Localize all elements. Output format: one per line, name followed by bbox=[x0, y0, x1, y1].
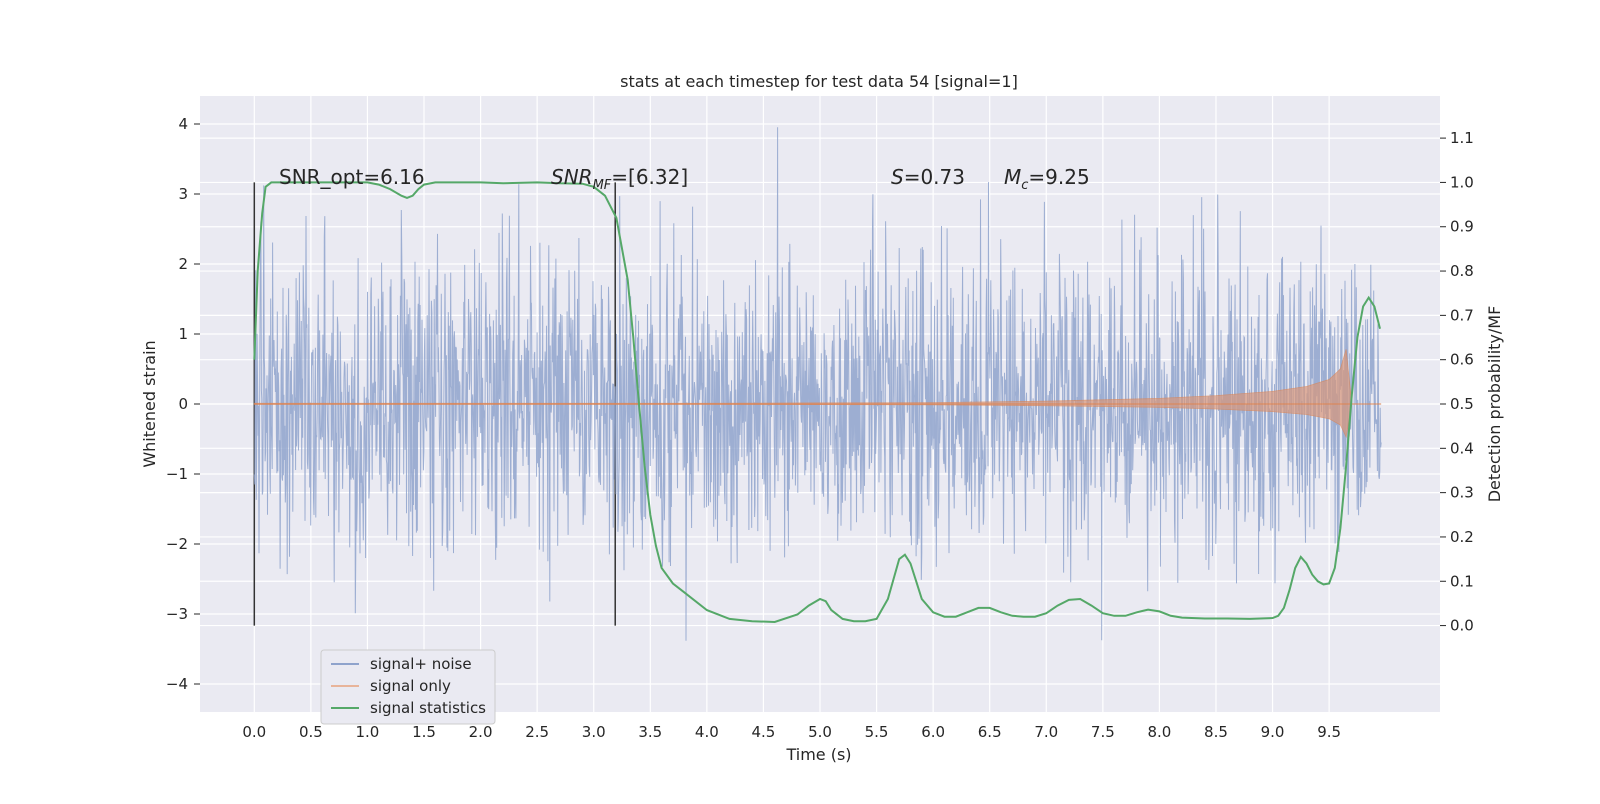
mc-prefix: M bbox=[1004, 165, 1021, 189]
y-right-tick-label: 1.1 bbox=[1450, 129, 1474, 147]
mc-sub: c bbox=[1021, 178, 1028, 193]
snr-mf-sub: MF bbox=[593, 178, 612, 193]
y-right-tick-label: 0.0 bbox=[1450, 617, 1474, 635]
x-tick-label: 9.5 bbox=[1317, 723, 1341, 741]
y-left-tick-label: 2 bbox=[178, 255, 188, 273]
x-tick-label: 0.5 bbox=[299, 723, 323, 741]
annotation-s: S=0.73 bbox=[891, 165, 965, 189]
annotation-snr-mf: SNRMF=[6.32] bbox=[551, 165, 688, 193]
legend: signal+ noise signal only signal statist… bbox=[320, 649, 496, 725]
y-right-tick-label: 0.4 bbox=[1450, 439, 1474, 457]
y-axis-right-label: Detection probability/MF bbox=[1485, 306, 1504, 503]
series-signal-statistics bbox=[253, 181, 1381, 624]
x-tick-label: 2.0 bbox=[469, 723, 493, 741]
legend-label-signal-only: signal only bbox=[370, 677, 451, 695]
y-left-tick-label: −4 bbox=[166, 675, 188, 693]
chart-title: stats at each timestep for test data 54 … bbox=[620, 72, 1018, 91]
annotation-mc: Mc=9.25 bbox=[1004, 165, 1090, 193]
x-axis-label: Time (s) bbox=[785, 745, 851, 764]
x-tick-label: 5.5 bbox=[865, 723, 889, 741]
y-left-tick-label: 1 bbox=[178, 325, 188, 343]
annotation-snr-opt: SNR_opt=6.16 bbox=[279, 165, 425, 189]
mc-suffix: =9.25 bbox=[1028, 165, 1089, 189]
snr-mf-suffix: =[6.32] bbox=[611, 165, 688, 189]
y-left-tick-label: 3 bbox=[178, 185, 188, 203]
x-tick-label: 1.5 bbox=[412, 723, 436, 741]
x-tick-label: 7.0 bbox=[1034, 723, 1058, 741]
x-tick-label: 3.0 bbox=[582, 723, 606, 741]
y-right-tick-label: 0.3 bbox=[1450, 484, 1474, 502]
y-right-tick-label: 0.5 bbox=[1450, 395, 1474, 413]
y-right-tick-label: 0.9 bbox=[1450, 218, 1474, 236]
x-tick-label: 8.0 bbox=[1147, 723, 1171, 741]
x-tick-label: 4.5 bbox=[752, 723, 776, 741]
x-tick-label: 0.0 bbox=[242, 723, 266, 741]
y-right-tick-labels: 1.1 1.0 0.9 0.8 0.7 0.6 0.5 0.4 0.3 0.2 0.1 0.0 bbox=[1440, 129, 1474, 635]
y-left-tick-labels: 4 3 2 1 0 −1 −2 −3 −4 bbox=[166, 115, 200, 693]
y-right-tick-label: 0.2 bbox=[1450, 528, 1474, 546]
x-tick-label: 2.5 bbox=[525, 723, 549, 741]
y-left-tick-label: −1 bbox=[166, 465, 188, 483]
legend-label-signal-noise: signal+ noise bbox=[370, 655, 472, 673]
y-right-tick-label: 0.8 bbox=[1450, 262, 1474, 280]
y-right-tick-label: 0.1 bbox=[1450, 572, 1474, 590]
y-right-tick-label: 0.6 bbox=[1450, 351, 1474, 369]
legend-box bbox=[320, 649, 496, 725]
x-tick-label: 9.0 bbox=[1261, 723, 1285, 741]
x-tick-label: 7.5 bbox=[1091, 723, 1115, 741]
snr-mf-prefix: SNR bbox=[551, 165, 593, 189]
x-tick-labels: 0.0 0.5 1.0 1.5 2.0 2.5 3.0 3.5 4.0 4.5 5.0 5.5 6.0 6… bbox=[242, 723, 1341, 741]
x-tick-label: 8.5 bbox=[1204, 723, 1228, 741]
s-suffix: =0.73 bbox=[904, 165, 965, 189]
y-axis-left-label: Whitened strain bbox=[140, 340, 159, 467]
x-tick-label: 6.0 bbox=[921, 723, 945, 741]
x-tick-label: 6.5 bbox=[978, 723, 1002, 741]
y-left-tick-label: −3 bbox=[166, 605, 188, 623]
y-right-tick-label: 1.0 bbox=[1450, 173, 1474, 191]
x-tick-label: 1.0 bbox=[356, 723, 380, 741]
y-left-tick-label: 4 bbox=[178, 115, 188, 133]
x-tick-label: 3.5 bbox=[638, 723, 662, 741]
y-left-tick-label: −2 bbox=[166, 535, 188, 553]
s-prefix: S bbox=[891, 165, 904, 189]
legend-label-signal-statistics: signal statistics bbox=[370, 699, 486, 717]
x-tick-label: 5.0 bbox=[808, 723, 832, 741]
statistics-series-line bbox=[253, 181, 1381, 624]
y-left-tick-label: 0 bbox=[178, 395, 188, 413]
x-tick-label: 4.0 bbox=[695, 723, 719, 741]
y-right-tick-label: 0.7 bbox=[1450, 306, 1474, 324]
